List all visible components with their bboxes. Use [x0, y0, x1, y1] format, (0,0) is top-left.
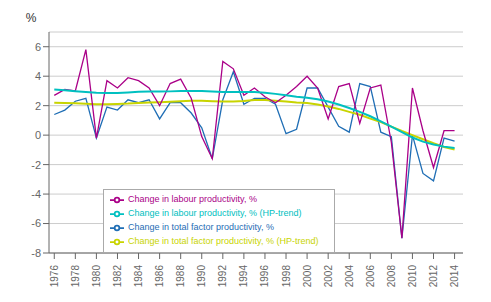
svg-text:2012: 2012	[428, 265, 439, 288]
svg-text:2004: 2004	[344, 265, 355, 288]
svg-text:1998: 1998	[281, 265, 292, 288]
svg-text:-8: -8	[31, 247, 41, 259]
svg-text:6: 6	[35, 41, 41, 53]
svg-text:1994: 1994	[238, 265, 249, 288]
svg-text:1980: 1980	[91, 265, 102, 288]
html-text:Change in labour productivity,: Change in labour productivity, % (HP-tre…	[128, 208, 302, 219]
svg-text:1986: 1986	[154, 265, 165, 288]
svg-text:%: %	[26, 11, 37, 25]
svg-text:2010: 2010	[407, 265, 418, 288]
html-text:Change in total factor product: Change in total factor productivity, %	[128, 222, 274, 233]
svg-text:2006: 2006	[365, 265, 376, 288]
svg-text:-6: -6	[31, 217, 41, 229]
svg-text:1996: 1996	[259, 265, 270, 288]
svg-text:2002: 2002	[323, 265, 334, 288]
svg-text:1978: 1978	[70, 265, 81, 288]
svg-text:1992: 1992	[217, 265, 228, 288]
svg-text:1988: 1988	[175, 265, 186, 288]
svg-text:-4: -4	[31, 188, 41, 200]
svg-text:0: 0	[35, 129, 41, 141]
svg-text:2008: 2008	[386, 265, 397, 288]
svg-text:2014: 2014	[449, 265, 460, 288]
svg-text:1982: 1982	[112, 265, 123, 288]
html-text:Change in total factor product: Change in total factor productivity, % (…	[128, 236, 319, 247]
html-text:Change in labour productivity,: Change in labour productivity, %	[128, 194, 257, 205]
svg-text:2: 2	[35, 100, 41, 112]
svg-text:4: 4	[35, 70, 41, 82]
svg-text:1984: 1984	[133, 265, 144, 288]
svg-text:2000: 2000	[302, 265, 313, 288]
svg-text:-2: -2	[31, 159, 41, 171]
svg-text:1990: 1990	[196, 265, 207, 288]
svg-text:1976: 1976	[49, 265, 60, 288]
